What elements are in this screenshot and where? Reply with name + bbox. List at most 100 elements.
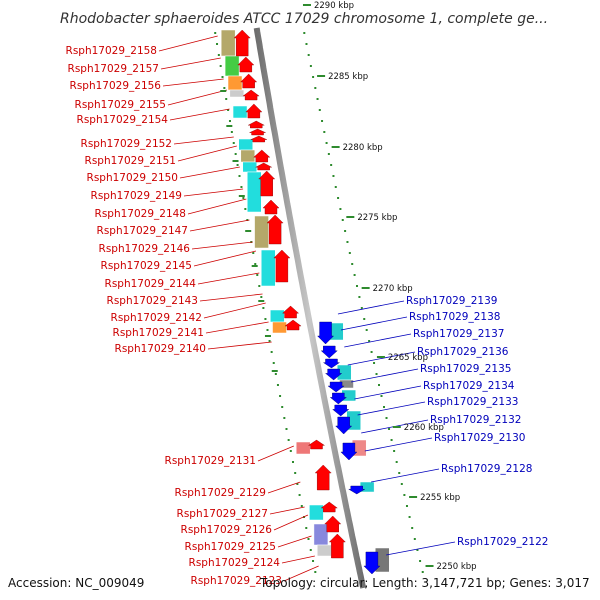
gene-label: Rsph17029_2131 — [165, 455, 256, 467]
scale-dot — [358, 296, 361, 298]
scale-tick — [346, 216, 355, 218]
gene-label: Rsph17029_2143 — [107, 295, 198, 307]
scale-dots — [214, 32, 424, 573]
accession-text: Accession: NC_009049 — [8, 576, 144, 590]
right-gene-labels: Rsph17029_2139 Rsph17029_2138 Rsph17029_21… — [406, 295, 548, 548]
track-block — [254, 215, 269, 249]
track-block — [260, 249, 276, 287]
scale-dot — [307, 54, 310, 56]
scale-tick — [392, 426, 401, 428]
scale-dot — [316, 98, 319, 100]
scale-dot — [312, 76, 315, 78]
leader-line — [203, 302, 266, 319]
scale-dot — [405, 505, 408, 507]
leader-line — [351, 368, 419, 383]
gene-label: Rsph17029_2144 — [105, 278, 197, 290]
leader-line — [191, 241, 253, 250]
scale-tick — [258, 300, 265, 302]
scale-dot — [305, 43, 308, 45]
forward-gene-arrow — [273, 249, 291, 283]
scale-dot — [413, 538, 416, 540]
scale-tick — [425, 565, 434, 567]
scale-dot — [351, 263, 354, 265]
scale-dot — [365, 329, 368, 331]
gene-label: Rsph17029_2146 — [99, 243, 191, 255]
scale-dot — [274, 373, 277, 375]
forward-gene-arrow — [266, 214, 284, 245]
scale-dot — [400, 483, 403, 485]
reverse-gene-arrow — [329, 392, 347, 405]
scale-dot — [283, 417, 286, 419]
leader-line — [169, 108, 230, 121]
scale-dot — [378, 384, 381, 386]
leader-line — [347, 351, 416, 366]
scale-dot — [363, 318, 366, 320]
gene-label: Rsph17029_2133 — [427, 396, 518, 408]
scale-dot — [332, 175, 335, 177]
scale-dot — [276, 384, 279, 386]
scale-dot — [383, 406, 386, 408]
scale-dot — [411, 527, 414, 529]
scale-dot — [221, 76, 224, 78]
scale-dot — [234, 153, 237, 155]
scale-tick — [409, 496, 418, 498]
gene-label: Rsph17029_2125 — [185, 541, 276, 553]
gene-label: Rsph17029_2134 — [423, 380, 515, 392]
scale-dot — [385, 417, 388, 419]
reverse-gene-arrow — [363, 551, 381, 575]
leader-line — [283, 565, 319, 582]
gene-label: Rsph17029_2145 — [101, 260, 192, 272]
forward-gene-arrow — [248, 120, 265, 129]
scale-dot — [318, 109, 321, 111]
gene-arrows — [233, 29, 381, 575]
left-gene-labels: Rsph17029_2158 Rsph17029_2157 Rsph17029_21… — [66, 45, 282, 587]
gene-label: Rsph17029_2136 — [417, 346, 509, 358]
scale-dot — [238, 175, 241, 177]
scale-dot — [373, 362, 376, 364]
scale-dot — [408, 516, 411, 518]
scale-dot — [223, 87, 226, 89]
scale-dot — [398, 472, 401, 474]
map-title: Rhodobacter sphaeroides ATCC 17029 chrom… — [60, 11, 548, 27]
gene-label: Rsph17029_2140 — [115, 343, 206, 355]
gene-label: Rsph17029_2128 — [441, 463, 532, 475]
scale-tick — [331, 146, 340, 148]
scale-tick — [361, 287, 370, 289]
scale-tick — [226, 125, 233, 127]
forward-gene-arrow — [233, 29, 251, 57]
scale-dot — [294, 472, 297, 474]
scale-dot — [217, 54, 220, 56]
scale-dot — [368, 340, 371, 342]
scale-dot — [416, 549, 419, 551]
label-leader-lines — [158, 35, 456, 582]
scale-dot — [298, 494, 301, 496]
scale-dot — [348, 252, 351, 254]
scale-label: 2285 kbp — [328, 72, 368, 82]
reverse-gene-arrow — [320, 345, 338, 359]
gene-label: Rsph17029_2152 — [81, 138, 172, 150]
scale-tick — [245, 230, 252, 232]
leader-line — [277, 535, 312, 548]
scale-dot — [346, 241, 349, 243]
gene-label: Rsph17029_2141 — [113, 327, 204, 339]
track-block — [238, 138, 254, 151]
reverse-gene-arrow — [317, 321, 335, 345]
scale-dot — [421, 571, 424, 573]
scale-dot — [227, 109, 230, 111]
scale-dot — [225, 98, 228, 100]
gene-label: Rsph17029_2132 — [430, 414, 521, 426]
leader-line — [340, 316, 408, 331]
scale-dot — [240, 186, 243, 188]
forward-gene-arrow — [262, 199, 280, 215]
forward-gene-arrow — [314, 464, 332, 491]
scale-tick — [302, 4, 311, 6]
gene-label: Rsph17029_2156 — [70, 80, 162, 92]
scale-label: 2265 kbp — [388, 353, 428, 363]
forward-gene-arrow — [258, 170, 276, 197]
scale-tick — [220, 90, 227, 92]
reverse-gene-arrow — [325, 368, 343, 381]
scale-dot — [303, 32, 306, 34]
scale-dot — [272, 362, 275, 364]
track-block — [232, 105, 248, 119]
